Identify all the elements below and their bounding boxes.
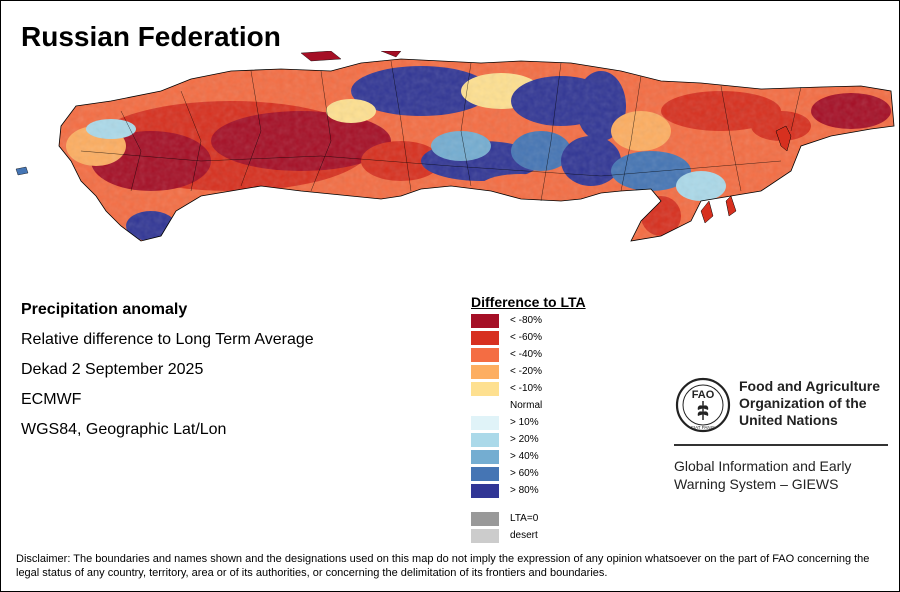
fao-name-line: United Nations [739, 412, 838, 428]
giews-line: Global Information and Early [674, 458, 852, 474]
legend-label: < -20% [510, 366, 542, 377]
legend-swatch [471, 399, 499, 413]
info-heading: Precipitation anomaly [21, 301, 188, 318]
legend-label: desert [510, 530, 538, 541]
fao-logo-icon: FAO FIAT PANIS [675, 377, 731, 433]
legend-title: Difference to LTA [471, 294, 586, 310]
legend-swatch [471, 450, 499, 464]
legend-label: Normal [510, 400, 543, 411]
legend-swatch [471, 314, 499, 328]
info-line-source: ECMWF [21, 391, 82, 408]
giews-line: Warning System – GIEWS [674, 476, 839, 492]
legend-label: < -60% [510, 332, 542, 343]
fao-logo-motto: FIAT PANIS [691, 425, 715, 430]
legend-label: > 20% [510, 434, 539, 445]
legend-swatch [471, 484, 499, 498]
legend-label: LTA=0 [510, 513, 539, 524]
legend-swatch [471, 512, 499, 526]
precipitation-anomaly-map [15, 51, 895, 242]
legend-label: > 10% [510, 417, 539, 428]
legend-swatch [471, 416, 499, 430]
legend-swatch [471, 433, 499, 447]
legend-swatch [471, 382, 499, 396]
info-line-projection: WGS84, Geographic Lat/Lon [21, 421, 227, 438]
fao-organization-name: Food and Agriculture Organization of the… [739, 378, 880, 429]
disclaimer-text: Disclaimer: The boundaries and names sho… [16, 553, 870, 579]
legend-swatch [471, 331, 499, 345]
legend-swatch [471, 529, 499, 543]
giews-name: Global Information and Early Warning Sys… [674, 457, 851, 493]
info-line-reference: Relative difference to Long Term Average [21, 331, 314, 348]
legend-label: > 80% [510, 485, 539, 496]
fao-name-line: Food and Agriculture [739, 378, 881, 394]
legend-label: > 60% [510, 468, 539, 479]
legend-label: < -80% [510, 315, 542, 326]
fao-logo-letters: FAO [692, 389, 715, 401]
legend-label: < -10% [510, 383, 542, 394]
legend-label: < -40% [510, 349, 542, 360]
legend-swatch [471, 348, 499, 362]
legend-label: > 40% [510, 451, 539, 462]
map-title: Russian Federation [21, 21, 281, 52]
legend-swatch [471, 365, 499, 379]
fao-name-line: Organization of the [739, 395, 867, 411]
legend-swatch [471, 467, 499, 481]
fao-divider [674, 444, 888, 446]
info-line-period: Dekad 2 September 2025 [21, 361, 204, 378]
